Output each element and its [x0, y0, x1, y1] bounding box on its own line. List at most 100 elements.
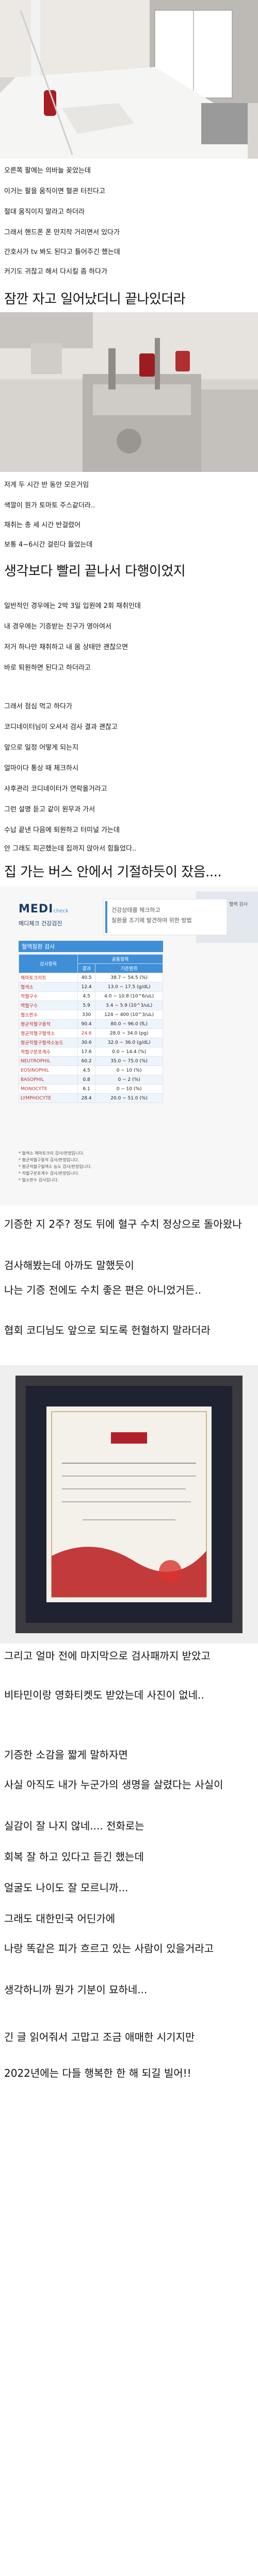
note-line: * 혈색소 헤마토크리 검사/판정입니다. [19, 1151, 85, 1156]
header-range: 기준범위 [95, 963, 163, 973]
table-row: MONOCYTE 6.1 0 ~ 10 (%) [19, 1084, 163, 1094]
test-range: 3.4 ~ 5.9 (10^3/uL) [95, 1001, 163, 1010]
header-result: 결과 [77, 963, 96, 973]
story-line: 나는 기증 전에도 수치 좋은 편은 아니었거든.. [4, 1284, 202, 1296]
story-line: 보통 4~6시간 걸린다 들었는데 [4, 541, 93, 549]
table-row: 평균적혈구혈색소 24.6 28.0 ~ 34.0 (pg) [19, 1028, 163, 1038]
test-name: 평균적혈구용적 [19, 1019, 78, 1029]
table-row: 혈소판수 330 124 ~ 400 (10^3/uL) [19, 1010, 163, 1020]
test-name: 혈색소 [19, 982, 78, 992]
table-row: 적혈구수 4.5 4.0 ~ 10.8 (10^6/uL) [19, 991, 163, 1001]
test-value: 4.5 [77, 991, 96, 1001]
note-line: * 혈소판수 검사입니다. [19, 1178, 59, 1182]
story-line: 나랑 똑같은 피가 흐르고 있는 사람이 있을거라고 [4, 1942, 214, 1955]
test-range: 0 ~ 10 (%) [95, 1084, 163, 1094]
test-name: 적혈구분포계수 [19, 1047, 78, 1057]
test-value: 90.4 [77, 1019, 96, 1029]
test-range: 20.0 ~ 51.0 (%) [95, 1093, 163, 1103]
note-line: * 적혈구분포계수 검사/판정입니다. [19, 1171, 79, 1176]
side-tag: 혈액 검사 [229, 902, 248, 907]
medicheck-logo: MEDIcheck [19, 903, 69, 916]
story-line: 긴 글 읽어줘서 고맙고 조금 애매한 시기지만 [4, 2031, 195, 2043]
story-line: 얼마이다 통상 때 체크하시 [4, 765, 78, 772]
test-value: 28.4 [77, 1093, 96, 1103]
story-line: 그리고 얼마 전에 마지막으로 검사패까지 받았고 [4, 1650, 211, 1662]
table-row: 적혈구분포계수 17.6 0.0 ~ 14.4 (%) [19, 1047, 163, 1057]
test-range: 35.0 ~ 75.0 (%) [95, 1056, 163, 1066]
test-value: 30.6 [77, 1038, 96, 1047]
test-value: 24.6 [77, 1028, 96, 1038]
banner-line: 건강상태를 체크하고 [111, 907, 160, 913]
story-line: 사실 아직도 내가 누군가의 생명을 살렸다는 사실이 [4, 1778, 223, 1791]
test-name: 평균적혈구혈색소농도 [19, 1038, 78, 1047]
test-range: 13.0 ~ 17.5 (g/dL) [95, 982, 163, 992]
story-line: 검사해봤는데 아까도 말했듯이 [4, 1259, 134, 1272]
test-value: 12.4 [77, 982, 96, 992]
table-row: 평균적혈구용적 90.4 80.0 ~ 96.0 (fL) [19, 1019, 163, 1029]
test-name: MONOCYTE [19, 1084, 78, 1094]
test-range: 32.0 ~ 36.0 (g/dL) [95, 1038, 163, 1047]
test-range: 38.7 ~ 54.5 (%) [95, 973, 163, 982]
test-range: 0 ~ 10 (%) [95, 1065, 163, 1075]
story-line: 기증한 소감을 짧게 말하자면 [4, 1749, 128, 1761]
note-line: * 평균적혈구혈색소 농도 검사/판정입니다. [19, 1164, 92, 1169]
story-heading: 잠깐 자고 일어났더니 끝나있더라 [4, 292, 186, 307]
report-notes: * 혈색소 헤마토크리 검사/판정입니다. * 평균적혈구용적 검사/판정입니다… [19, 1150, 92, 1183]
story-line: 실감이 잘 나지 않네.... 전화로는 [4, 1820, 144, 1832]
test-name: 헤마토크리트 [19, 973, 78, 982]
story-line: 그래서 점심 먹고 하다가 [4, 703, 72, 710]
test-name: NEUTROPHIL [19, 1056, 78, 1066]
test-range: 4.0 ~ 10.8 (10^6/uL) [95, 991, 163, 1001]
test-name: 백혈구수 [19, 1001, 78, 1010]
story-line: 일반적인 경우에는 2박 3일 입원에 2회 채취인데 [4, 602, 141, 610]
story-line: 안 그래도 피곤했는데 집까지 앉아서 힘들었다.. [4, 845, 137, 853]
result-table: 검사항목 공통항목 결과 기준범위 헤마토크리트 40.5 38.7 ~ 54.5 … [19, 954, 164, 1103]
test-value: 330 [77, 1010, 96, 1020]
story-line: 저거 하나만 채취하고 내 몸 상태만 괜찮으면 [4, 643, 128, 651]
story-line: 그래서 핸드폰 폰 만지작 거리면서 있다가 [4, 229, 120, 236]
test-value: 60.2 [77, 1056, 96, 1066]
story-line: 이거는 팔을 움직이면 혈관 터진다고 [4, 188, 105, 195]
table-row: EOSINOPHIL 4.5 0 ~ 10 (%) [19, 1065, 163, 1075]
test-name: BASOPHIL [19, 1075, 78, 1084]
test-name: EOSINOPHIL [19, 1065, 78, 1075]
blood-test-report: MEDIcheck 메디체크 건강검진 건강상태를 체크하고 질환을 조기에 발… [0, 886, 258, 1206]
story-line: 그래도 대한민국 어딘가에 [4, 1912, 116, 1925]
story-line: 그런 설명 듣고 같이 원무과 가서 [4, 806, 95, 814]
test-value: 5.9 [77, 1001, 96, 1010]
story-line: 비타민이랑 영화티켓도 받았는데 사진이 없네.. [4, 1689, 204, 1701]
story-line: 오른쪽 팔에는 의바늘 꽂았는데 [4, 167, 91, 175]
photo-donation-certificate [0, 1365, 258, 1643]
story-line: 기증한 지 2주? 정도 뒤에 혈구 수치 정상으로 돌아왔나 [4, 1218, 242, 1230]
header-group: 공통항목 [77, 954, 164, 964]
photo-apheresis-machine [0, 312, 258, 472]
test-range: 0.0 ~ 14.4 (%) [95, 1047, 163, 1057]
table-row: 혈색소 12.4 13.0 ~ 17.5 (g/dL) [19, 982, 163, 992]
section-title: 혈액질환 검사 [19, 941, 163, 952]
test-value: 6.1 [77, 1084, 96, 1094]
test-range: 80.0 ~ 96.0 (fL) [95, 1019, 163, 1029]
photo-hospital-room [0, 0, 258, 159]
story-heading: 생각보다 빨리 끝나서 다행이었지 [4, 564, 186, 579]
test-value: 17.6 [77, 1047, 96, 1057]
table-row: BASOPHIL 0.8 0 ~ 2 (%) [19, 1075, 163, 1084]
story-line: 채취는 총 세 시간 반걸렸어 [4, 521, 81, 529]
header-item: 검사항목 [19, 954, 78, 973]
story-line: 내 경우에는 기증받는 친구가 영아여서 [4, 623, 111, 631]
table-row: 헤마토크리트 40.5 38.7 ~ 54.5 (%) [19, 973, 163, 982]
test-value: 40.5 [77, 973, 96, 982]
story-line: 코디네이터님이 오셔서 검사 결과 괜찮고 [4, 723, 118, 731]
banner-line: 질환을 조기에 발견하여 위한 방법 [111, 917, 192, 924]
test-value: 0.8 [77, 1075, 96, 1084]
story-line: 저게 두 시간 반 동안 모은거임 [4, 481, 89, 489]
test-range: 124 ~ 400 (10^3/uL) [95, 1010, 163, 1020]
story-line: 2022년에는 다들 행복한 한 해 되길 빌어!! [4, 2067, 191, 2079]
story-line: 앞으로 일정 어떻게 되는지 [4, 744, 78, 752]
note-line: * 평균적혈구용적 검사/판정입니다. [19, 1158, 79, 1162]
test-name: 혈소판수 [19, 1010, 78, 1020]
story-line: 색깔이 뭔가 토마토 주스같더라.. [4, 502, 95, 510]
table-row: NEUTROPHIL 60.2 35.0 ~ 75.0 (%) [19, 1056, 163, 1066]
test-range: 0 ~ 2 (%) [95, 1075, 163, 1084]
test-name: 적혈구수 [19, 991, 78, 1001]
story-line: 얼굴도 나이도 잘 모르니까... [4, 1882, 128, 1894]
